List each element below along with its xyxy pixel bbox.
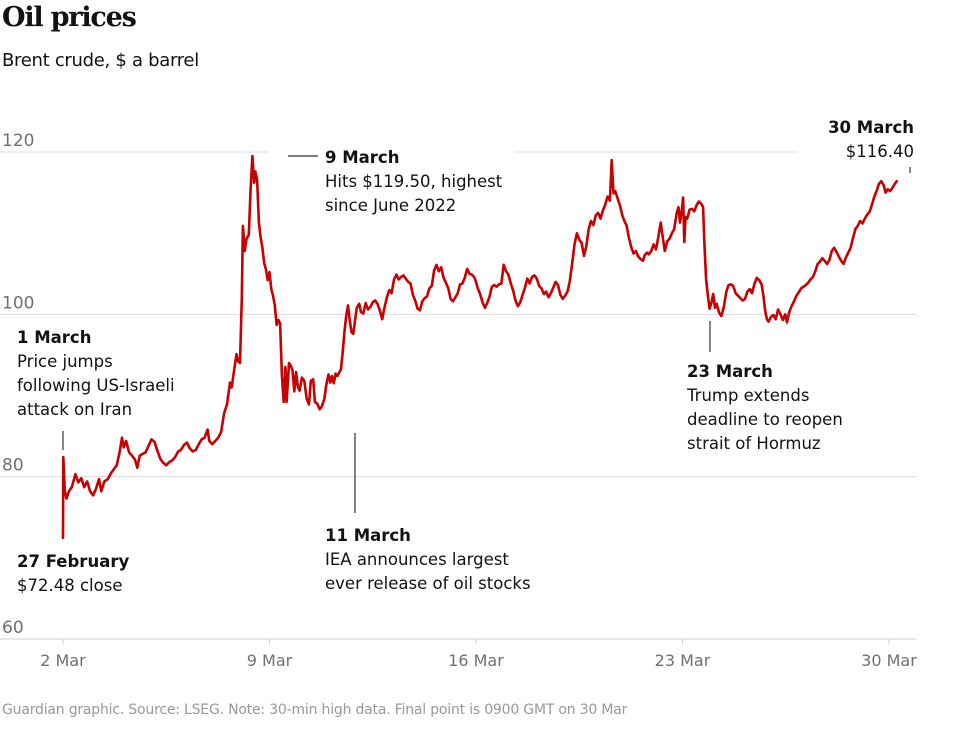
x-axis: 2 Mar 9 Mar 16 Mar 23 Mar 30 Mar [40,639,917,670]
annotation-mar9-text: since June 2022 [325,196,456,215]
annotation-mar1-text: attack on Iran [17,400,132,419]
source-note: Guardian graphic. Source: LSEG. Note: 30… [2,702,628,718]
price-line [61,154,898,539]
x-tick-label: 23 Mar [655,651,711,670]
y-tick-label: 100 [2,293,34,313]
chart-subtitle: Brent crude, $ a barrel [2,50,199,71]
annotation-mar9-text: Hits $119.50, highest [325,172,503,191]
y-tick-label: 80 [2,456,24,476]
annotation-mar23-text: strait of Hormuz [687,434,821,453]
annotation-mar30-text: $116.40 [846,142,914,161]
gridlines [0,151,916,640]
annotation-leaders [62,155,911,513]
annotation-mar1-text: Price jumps [17,352,113,371]
annotation-mar9-title: 9 March [325,148,399,167]
x-tick-label: 30 Mar [861,651,917,670]
y-axis: 120 100 80 60 [2,131,34,638]
y-tick-label: 120 [2,131,34,151]
annotation-mar30-title: 30 March [828,118,914,137]
x-tick-label: 2 Mar [40,651,86,670]
x-tick-label: 16 Mar [448,651,504,670]
annotation-feb27-text: $72.48 close [17,576,122,595]
annotation-mar1-text: following US-Israeli [17,376,175,395]
annotation-mar23-text: Trump extends [686,386,809,405]
annotation-feb27-title: 27 February [17,552,129,571]
chart-title: Oil prices [2,2,137,33]
y-tick-label: 60 [2,618,24,638]
annotation-mar11-title: 11 March [325,526,411,545]
annotation-mar11-text: ever release of oil stocks [325,574,531,593]
annotation-mar23-text: deadline to reopen [687,410,843,429]
annotations: 27 February $72.48 close 1 March Price jump… [17,118,914,595]
x-tick-label: 9 Mar [247,651,293,670]
annotation-mar11-text: IEA announces largest [325,550,509,569]
annotation-mar1-title: 1 March [17,328,91,347]
annotation-mar23-title: 23 March [687,362,773,381]
